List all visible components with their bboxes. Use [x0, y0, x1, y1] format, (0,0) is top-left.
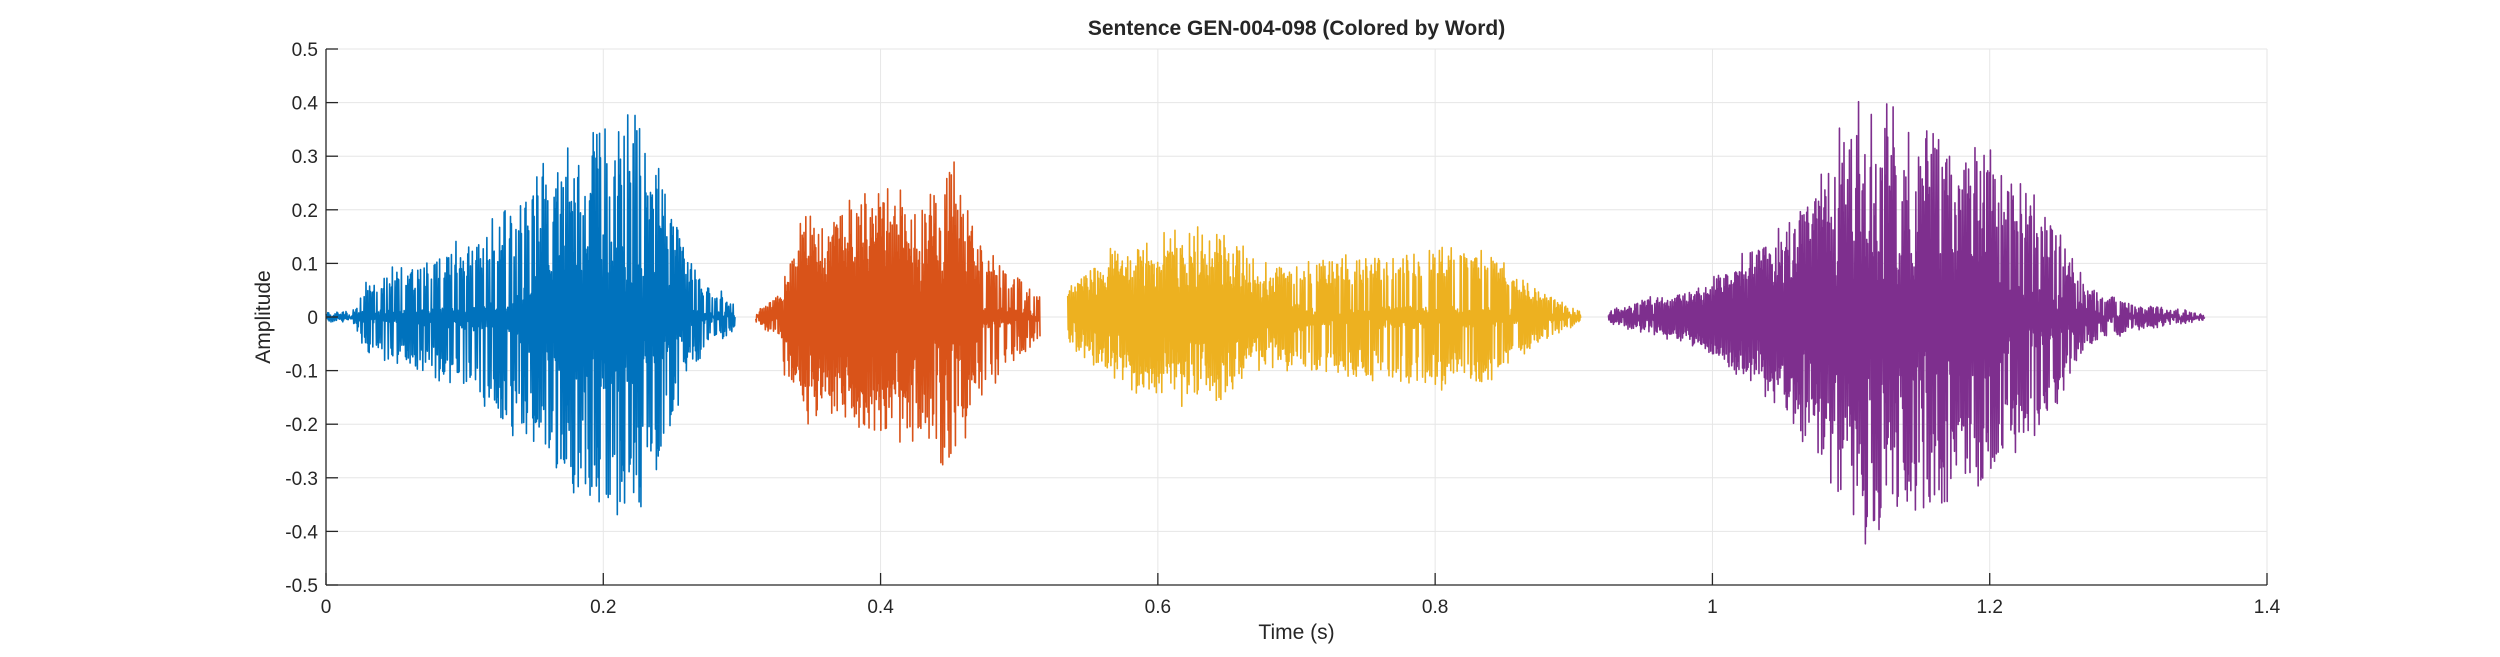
x-tick-label: 0 — [321, 597, 332, 618]
y-tick-label: 0.5 — [292, 40, 318, 61]
waveform-series — [325, 100, 2206, 545]
y-tick-label: -0.1 — [285, 362, 318, 383]
x-tick-label: 1.4 — [2254, 597, 2281, 618]
waveform-series-3 — [1066, 226, 1582, 408]
y-tick-label: -0.2 — [285, 415, 318, 436]
y-tick-label: 0.2 — [292, 201, 318, 222]
waveform-series-1 — [325, 114, 736, 516]
x-tick-label: 0.6 — [1145, 597, 1171, 618]
waveform-series-2 — [754, 161, 1041, 466]
tick-labels: 0 0.2 0.4 0.6 0.8 1 1.2 1.4 -0.5 -0.4 -0.3 -0.2 -0.1… — [285, 40, 2280, 618]
y-axis-label: Amplitude — [252, 270, 275, 363]
y-tick-label: 0.3 — [292, 147, 318, 168]
y-tick-label: 0 — [307, 308, 318, 329]
y-tick-label: 0.4 — [292, 94, 319, 115]
x-axis-label: Time (s) — [1258, 621, 1334, 644]
x-tick-label: 0.4 — [867, 597, 894, 618]
y-tick-label: -0.5 — [285, 576, 318, 597]
chart-title: Sentence GEN-004-098 (Colored by Word) — [1088, 17, 1505, 40]
x-tick-label: 0.2 — [590, 597, 616, 618]
y-tick-label: 0.1 — [292, 254, 318, 275]
waveform-series-4 — [1607, 100, 2206, 545]
x-tick-label: 1.2 — [1977, 597, 2003, 618]
y-tick-label: -0.3 — [285, 469, 318, 490]
x-tick-label: 1 — [1707, 597, 1718, 618]
x-tick-label: 0.8 — [1422, 597, 1448, 618]
y-tick-label: -0.4 — [285, 522, 318, 543]
